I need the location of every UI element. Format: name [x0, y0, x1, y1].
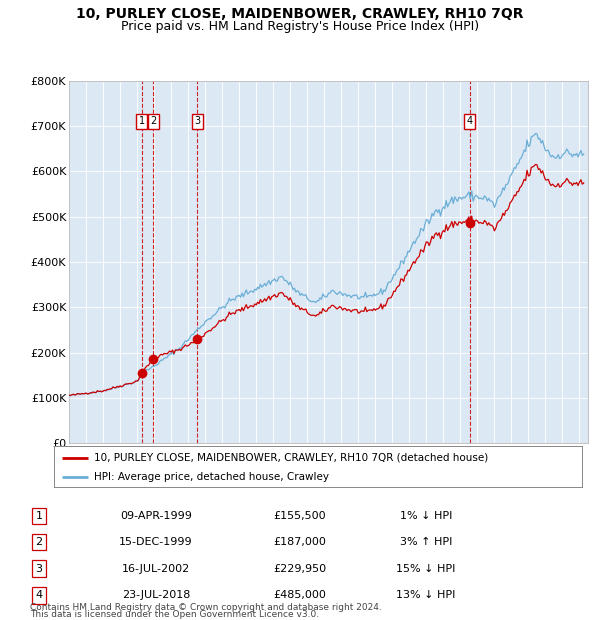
Text: 2: 2 [35, 537, 43, 547]
Text: £485,000: £485,000 [274, 590, 326, 600]
Text: Price paid vs. HM Land Registry's House Price Index (HPI): Price paid vs. HM Land Registry's House … [121, 20, 479, 33]
Text: Contains HM Land Registry data © Crown copyright and database right 2024.: Contains HM Land Registry data © Crown c… [30, 603, 382, 612]
Text: 2: 2 [150, 117, 157, 126]
Text: 13% ↓ HPI: 13% ↓ HPI [397, 590, 455, 600]
Text: 3% ↑ HPI: 3% ↑ HPI [400, 537, 452, 547]
Text: This data is licensed under the Open Government Licence v3.0.: This data is licensed under the Open Gov… [30, 610, 319, 619]
Text: 4: 4 [35, 590, 43, 600]
Text: £229,950: £229,950 [274, 564, 326, 574]
Text: £155,500: £155,500 [274, 511, 326, 521]
Text: £187,000: £187,000 [274, 537, 326, 547]
Text: 15-DEC-1999: 15-DEC-1999 [119, 537, 193, 547]
Text: 1% ↓ HPI: 1% ↓ HPI [400, 511, 452, 521]
Text: 1: 1 [35, 511, 43, 521]
Text: 15% ↓ HPI: 15% ↓ HPI [397, 564, 455, 574]
Text: 3: 3 [35, 564, 43, 574]
Text: 10, PURLEY CLOSE, MAIDENBOWER, CRAWLEY, RH10 7QR: 10, PURLEY CLOSE, MAIDENBOWER, CRAWLEY, … [76, 7, 524, 22]
Text: 4: 4 [467, 117, 473, 126]
Text: 10, PURLEY CLOSE, MAIDENBOWER, CRAWLEY, RH10 7QR (detached house): 10, PURLEY CLOSE, MAIDENBOWER, CRAWLEY, … [94, 453, 488, 463]
Text: 09-APR-1999: 09-APR-1999 [120, 511, 192, 521]
Text: 16-JUL-2002: 16-JUL-2002 [122, 564, 190, 574]
Text: 3: 3 [194, 117, 200, 126]
Text: HPI: Average price, detached house, Crawley: HPI: Average price, detached house, Craw… [94, 472, 329, 482]
Text: 23-JUL-2018: 23-JUL-2018 [122, 590, 190, 600]
Text: 1: 1 [139, 117, 145, 126]
